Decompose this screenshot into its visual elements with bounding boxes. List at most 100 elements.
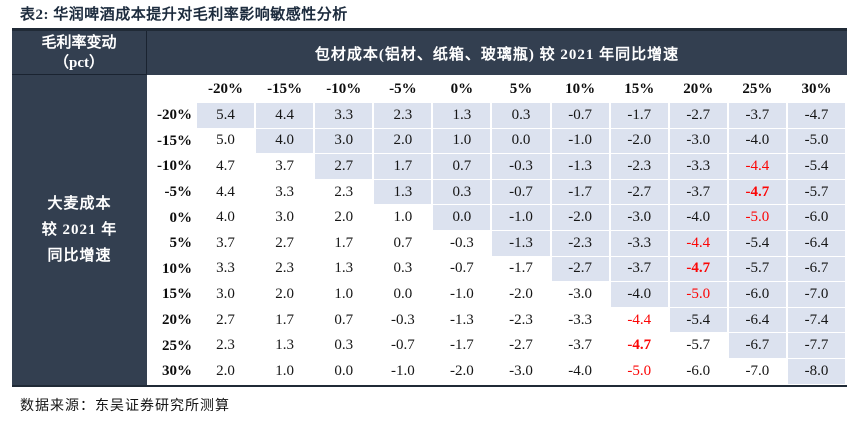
table-cell: 3.7 <box>256 154 316 180</box>
table-cell: -3.0 <box>669 128 729 155</box>
table-cell: -1.7 <box>492 256 552 283</box>
column-header: 5% <box>509 80 533 97</box>
table-row: -15% 5.0 4.0 3.0 2.0 1.0 0.0 -1.0 -2.0 -3.0 -4.0 -5… <box>147 128 848 155</box>
table-cell: -3.7 <box>610 256 670 283</box>
table-cell: -5.4 <box>669 307 729 334</box>
table-cell: 0.3 <box>492 103 552 129</box>
table-cell: 2.0 <box>197 358 257 385</box>
table-cell: -1.0 <box>551 128 611 155</box>
table-row: -5% 4.4 3.3 2.3 1.3 0.3 -0.7 -1.7 -2.7 -3.7 -4.7 -5… <box>147 179 848 206</box>
table-cell: -4.0 <box>610 282 670 308</box>
table-cell: -2.0 <box>610 128 670 155</box>
row-header: -15% <box>147 128 197 155</box>
table-body-band: 大麦成本 较 2021 年 同比增速 -20% -15% -10% -5% 0% 5% 10… <box>12 75 848 385</box>
table-cell: -5.0 <box>728 205 788 231</box>
data-grid: -20% -15% -10% -5% 0% 5% 10% 15% 20% 25% 30% -20% 5.… <box>147 75 848 385</box>
table-cell: -1.0 <box>433 282 493 308</box>
row-group-line3: 同比增速 <box>47 247 112 264</box>
table-cell: -4.0 <box>551 358 611 385</box>
table-cell: 1.3 <box>256 333 316 359</box>
row-group-header-barley-cost: 大麦成本 较 2021 年 同比增速 <box>12 75 147 385</box>
table-cell: -2.3 <box>610 154 670 180</box>
table-cell: -3.3 <box>610 230 670 257</box>
table-cell: 1.7 <box>256 307 316 334</box>
table-cell: 2.3 <box>256 256 316 283</box>
table-cell: -7.0 <box>728 358 788 385</box>
table-cell: -6.0 <box>669 358 729 385</box>
sensitivity-table: 毛利率变动 （pct） 包材成本(铝材、纸箱、玻璃瓶) 较 2021 年同比增速… <box>12 28 848 387</box>
column-header: 10% <box>565 80 596 97</box>
table-cell: 1.0 <box>374 205 434 231</box>
row-header: 30% <box>147 358 197 385</box>
column-header-row: -20% -15% -10% -5% 0% 5% 10% 15% 20% 25% 30% <box>147 75 847 103</box>
table-cell: -3.0 <box>492 358 552 385</box>
table-cell: 0.0 <box>315 358 375 385</box>
table-cell: -4.7 <box>610 333 670 359</box>
table-cell: -1.3 <box>433 307 493 334</box>
table-cell: 4.4 <box>197 179 257 206</box>
row-header-spacer <box>147 75 197 103</box>
table-cell: 2.3 <box>197 333 257 359</box>
table-cell: 3.0 <box>256 205 316 231</box>
table-cell: -5.4 <box>787 154 848 180</box>
table-cell: -5.7 <box>787 179 848 206</box>
column-header: 25% <box>742 80 773 97</box>
table-cell: -1.7 <box>610 103 670 129</box>
table-cell: 0.0 <box>492 128 552 155</box>
table-cell: 0.7 <box>315 307 375 334</box>
table-cell: 1.7 <box>315 230 375 257</box>
table-cell: -7.0 <box>787 282 848 308</box>
data-source-note: 数据来源：东吴证券研究所测算 <box>20 399 230 414</box>
table-cell: -4.4 <box>728 154 788 180</box>
table-cell: 3.0 <box>315 128 375 155</box>
table-cell: 3.3 <box>315 103 375 129</box>
table-cell: 3.0 <box>197 282 257 308</box>
table-cell: -4.4 <box>610 307 670 334</box>
table-cell: -4.7 <box>728 179 788 206</box>
table-cell: 3.3 <box>256 179 316 206</box>
row-header: 15% <box>147 282 197 308</box>
table-cell: -4.7 <box>787 103 848 129</box>
table-cell: 2.7 <box>315 154 375 180</box>
table-cell: -7.4 <box>787 307 848 334</box>
table-row: 15% 3.0 2.0 1.0 0.0 -1.0 -2.0 -3.0 -4.0 -5.0 -6.0-… <box>147 282 848 308</box>
table-cell: 2.3 <box>315 179 375 206</box>
table-cell: -0.3 <box>492 154 552 180</box>
table-cell: 0.3 <box>433 179 493 206</box>
table-cell: 0.7 <box>433 154 493 180</box>
table-cell: 1.0 <box>433 128 493 155</box>
table-cell: -6.4 <box>728 307 788 334</box>
row-header: 5% <box>147 230 197 257</box>
table-cell: 1.3 <box>433 103 493 129</box>
table-cell: 0.0 <box>433 205 493 231</box>
table-cell: -4.4 <box>669 230 729 257</box>
column-header: 30% <box>801 80 832 97</box>
table-header-band: 毛利率变动 （pct） 包材成本(铝材、纸箱、玻璃瓶) 较 2021 年同比增速 <box>12 31 847 75</box>
table-cell: -2.7 <box>492 333 552 359</box>
table-cell: -5.7 <box>669 333 729 359</box>
table-cell: -2.0 <box>551 205 611 231</box>
column-header: 20% <box>683 80 714 97</box>
table-cell: 4.7 <box>197 154 257 180</box>
table-cell: 1.0 <box>315 282 375 308</box>
table-cell: -2.7 <box>669 103 729 129</box>
table-row: -20% 5.4 4.4 3.3 2.3 1.3 0.3 -0.7 -1.7 -2.7 -3.7 -4… <box>147 103 848 129</box>
table-row: 5% 3.7 2.7 1.7 0.7 -0.3 -1.3 -2.3 -3.3 -4.4 -5.4 -6… <box>147 230 848 257</box>
table-cell: 3.3 <box>197 256 257 283</box>
table-cell: -4.0 <box>669 205 729 231</box>
table-cell: 4.0 <box>256 128 316 155</box>
table-cell: 0.3 <box>374 256 434 283</box>
table-cell: 3.7 <box>197 230 257 257</box>
table-cell: -6.7 <box>728 333 788 359</box>
table-row: 10% 3.3 2.3 1.3 0.3 -0.7 -1.7 -2.7 -3.7 -4.7 -5.7-… <box>147 256 848 283</box>
table-cell: -1.7 <box>433 333 493 359</box>
table-cell: -4.0 <box>728 128 788 155</box>
table-cell: 5.4 <box>197 103 257 129</box>
table-cell: -1.3 <box>551 154 611 180</box>
table-row: 20% 2.7 1.7 0.7 -0.3 -1.3 -2.3 -3.3 -4.4 -5.4 -6.4… <box>147 307 848 334</box>
table-cell: -5.7 <box>728 256 788 283</box>
table-cell: -3.0 <box>551 282 611 308</box>
table-row: 30% 2.0 1.0 0.0 -1.0 -2.0 -3.0 -4.0 -5.0 -6.0 -7.0… <box>147 358 848 385</box>
table-cell: 0.3 <box>315 333 375 359</box>
